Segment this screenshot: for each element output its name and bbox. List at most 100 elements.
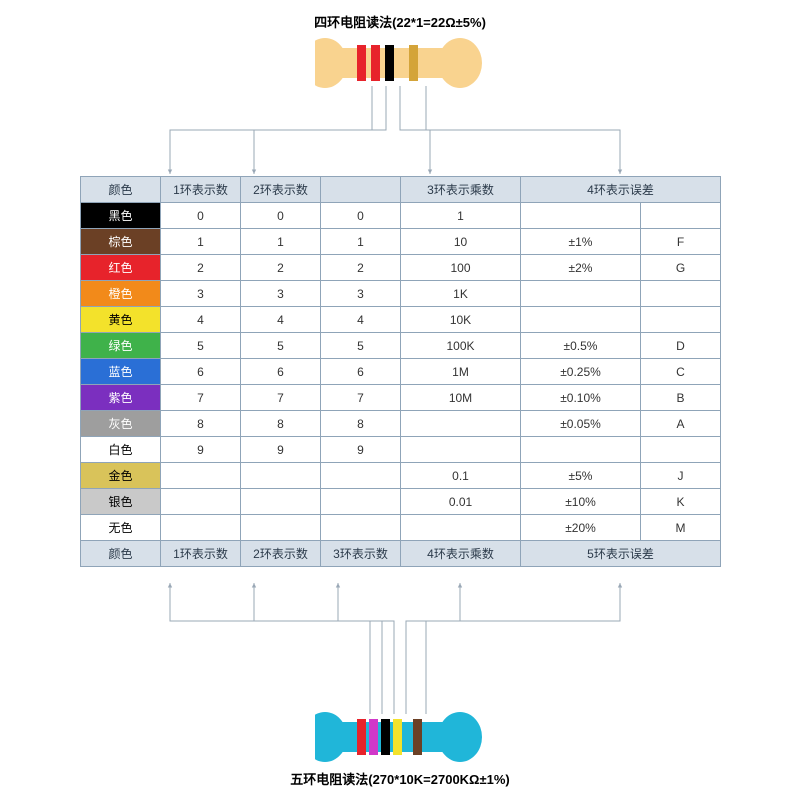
table-header: 2环表示数 (241, 541, 321, 567)
table-cell: ±5% (521, 463, 641, 489)
table-cell: ±2% (521, 255, 641, 281)
table-cell: A (641, 411, 721, 437)
table-row: 黑色0001 (81, 203, 721, 229)
table-cell: 7 (321, 385, 401, 411)
table-cell: 8 (161, 411, 241, 437)
resistor-4band (315, 38, 485, 88)
color-swatch: 灰色 (81, 411, 161, 437)
color-swatch: 紫色 (81, 385, 161, 411)
title-bottom: 五环电阻读法(270*10K=2700KΩ±1%) (0, 769, 800, 788)
table-header: 4环表示乘数 (401, 541, 521, 567)
table-cell: 4 (241, 307, 321, 333)
table-cell: 0 (321, 203, 401, 229)
table-header: 4环表示误差 (521, 177, 721, 203)
table-cell (321, 463, 401, 489)
table-cell: 1 (241, 229, 321, 255)
table-cell: 2 (241, 255, 321, 281)
table-cell: 1 (321, 229, 401, 255)
table-cell: 5 (161, 333, 241, 359)
table-row: 银色0.01±10%K (81, 489, 721, 515)
table-cell: 7 (161, 385, 241, 411)
color-swatch: 无色 (81, 515, 161, 541)
table-cell: 4 (321, 307, 401, 333)
table-cell: M (641, 515, 721, 541)
table-cell: 7 (241, 385, 321, 411)
table-cell: 0.01 (401, 489, 521, 515)
table-cell: ±0.25% (521, 359, 641, 385)
table-cell: 0 (161, 203, 241, 229)
table-row: 白色999 (81, 437, 721, 463)
table-cell: 100K (401, 333, 521, 359)
table-cell (241, 515, 321, 541)
table-row: 金色0.1±5%J (81, 463, 721, 489)
table-cell: ±0.5% (521, 333, 641, 359)
table-cell: 0 (241, 203, 321, 229)
table-cell (161, 463, 241, 489)
color-swatch: 银色 (81, 489, 161, 515)
resistor-5band (315, 712, 485, 762)
color-swatch: 红色 (81, 255, 161, 281)
table-cell: ±0.10% (521, 385, 641, 411)
table-cell: 1M (401, 359, 521, 385)
table-row: 灰色888±0.05%A (81, 411, 721, 437)
table-cell: 1 (401, 203, 521, 229)
table-cell: D (641, 333, 721, 359)
table-cell: 8 (241, 411, 321, 437)
table-cell: B (641, 385, 721, 411)
table-cell (241, 489, 321, 515)
table-cell (401, 437, 521, 463)
table-cell: 10K (401, 307, 521, 333)
table-cell: ±10% (521, 489, 641, 515)
table-header: 颜色 (81, 541, 161, 567)
table-cell: 1K (401, 281, 521, 307)
table-cell: 6 (161, 359, 241, 385)
color-swatch: 棕色 (81, 229, 161, 255)
table-cell: 2 (161, 255, 241, 281)
table-cell: 3 (321, 281, 401, 307)
table-cell (521, 437, 641, 463)
table-cell (401, 411, 521, 437)
table-header: 颜色 (81, 177, 161, 203)
table-cell: 6 (321, 359, 401, 385)
table-cell (521, 307, 641, 333)
table-header (321, 177, 401, 203)
table-cell: ±0.05% (521, 411, 641, 437)
table-cell: 3 (241, 281, 321, 307)
color-swatch: 蓝色 (81, 359, 161, 385)
color-swatch: 黄色 (81, 307, 161, 333)
table-cell: ±1% (521, 229, 641, 255)
table-cell: 1 (161, 229, 241, 255)
table-header: 1环表示数 (161, 177, 241, 203)
table-cell: 4 (161, 307, 241, 333)
table-cell (521, 203, 641, 229)
color-swatch: 白色 (81, 437, 161, 463)
table-cell: 100 (401, 255, 521, 281)
color-swatch: 金色 (81, 463, 161, 489)
table-cell: 9 (161, 437, 241, 463)
table-cell: 9 (321, 437, 401, 463)
table-cell (641, 281, 721, 307)
color-swatch: 橙色 (81, 281, 161, 307)
table-row: 紫色77710M±0.10%B (81, 385, 721, 411)
table-cell: 2 (321, 255, 401, 281)
table-cell: 0.1 (401, 463, 521, 489)
table-cell (401, 515, 521, 541)
table-cell: 5 (241, 333, 321, 359)
table-cell: F (641, 229, 721, 255)
table-cell: 9 (241, 437, 321, 463)
table-cell (321, 515, 401, 541)
table-cell: 8 (321, 411, 401, 437)
table-cell: 5 (321, 333, 401, 359)
table-cell (241, 463, 321, 489)
table-row: 棕色11110±1%F (81, 229, 721, 255)
title-top: 四环电阻读法(22*1=22Ω±5%) (0, 12, 800, 31)
table-row: 绿色555100K±0.5%D (81, 333, 721, 359)
table-cell: ±20% (521, 515, 641, 541)
table-header: 3环表示乘数 (401, 177, 521, 203)
table-cell: C (641, 359, 721, 385)
table-header: 5环表示误差 (521, 541, 721, 567)
table-cell (161, 515, 241, 541)
table-cell: 3 (161, 281, 241, 307)
table-row: 黄色44410K (81, 307, 721, 333)
table-row: 蓝色6661M±0.25%C (81, 359, 721, 385)
